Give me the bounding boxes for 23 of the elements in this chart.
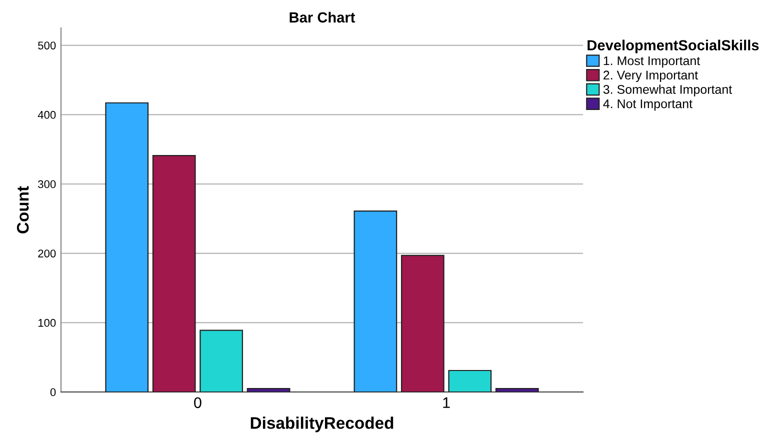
y-tick-label: 400: [38, 110, 56, 119]
x-axis-title: DisabilityRecoded: [250, 416, 394, 432]
legend-title: DevelopmentSocialSkills: [588, 40, 759, 54]
bar: [246, 388, 290, 392]
y-tick-label: 0: [50, 388, 56, 396]
y-tick-label: 100: [38, 318, 56, 327]
chart-title: Bar Chart: [290, 12, 356, 23]
x-tick-label: 1: [443, 397, 450, 408]
y-tick-label: 300: [38, 180, 56, 188]
y-tick-label: 200: [38, 250, 56, 258]
bar: [400, 254, 444, 392]
legend-label: 1. Most Important: [604, 56, 700, 68]
legend-label: 2. Very Important: [604, 70, 698, 82]
bar: [200, 330, 244, 392]
bar: [354, 210, 398, 392]
legend-label: 3. Somewhat Important: [603, 84, 732, 96]
y-axis-title: Count: [16, 186, 29, 234]
bar: [105, 102, 149, 392]
bar: [152, 155, 196, 392]
y-tick-label: 500: [38, 42, 56, 50]
bar: [448, 370, 492, 392]
bar: [495, 388, 539, 392]
legend-label: 4. Not Important: [603, 99, 692, 111]
